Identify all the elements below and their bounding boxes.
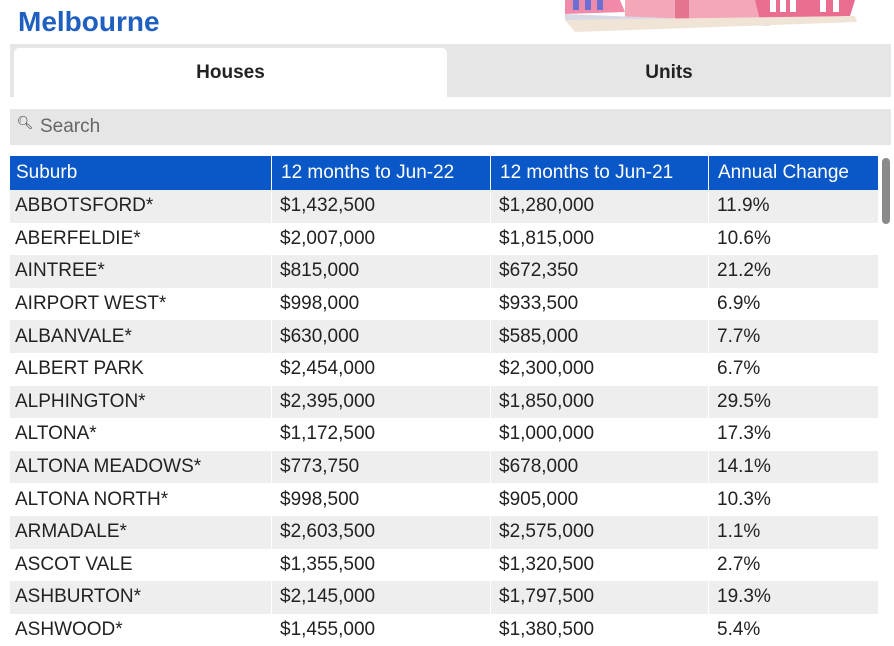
table-row: ABBOTSFORD* $1,432,500 $1,280,000 11.9% [10, 190, 879, 223]
price-jun22-cell: $2,454,000 [272, 352, 491, 386]
table-row: ASHWOOD* $1,455,000 $1,380,500 5.4% [10, 613, 879, 646]
price-jun21-cell: $1,380,500 [491, 613, 709, 646]
suburb-cell: ALPHINGTON* [10, 385, 272, 419]
annual-change-cell: 17.3% [709, 418, 879, 451]
suburb-cell: ABBOTSFORD* [10, 190, 272, 223]
table-row: ALPHINGTON* $2,395,000 $1,850,000 29.5% [10, 385, 879, 419]
price-jun22-cell: $1,455,000 [272, 613, 491, 646]
scrollbar-track[interactable] [880, 156, 891, 639]
annual-change-cell: 7.7% [709, 320, 879, 353]
price-jun21-cell: $678,000 [491, 450, 709, 484]
table-header-row: Suburb 12 months to Jun-22 12 months to … [10, 156, 879, 190]
price-jun22-cell: $2,145,000 [272, 581, 491, 614]
suburb-cell: ARMADALE* [10, 515, 272, 549]
table-row: AINTREE* $815,000 $672,350 21.2% [10, 255, 879, 288]
annual-change-cell: 19.3% [709, 581, 879, 614]
table-row: ALTONA* $1,172,500 $1,000,000 17.3% [10, 418, 879, 451]
suburb-cell: ALBERT PARK [10, 352, 272, 386]
price-jun22-cell: $2,007,000 [272, 222, 491, 256]
price-jun22-cell: $773,750 [272, 450, 491, 484]
price-jun21-cell: $1,797,500 [491, 581, 709, 614]
prices-table: Suburb 12 months to Jun-22 12 months to … [10, 156, 879, 646]
page-title: Melbourne [18, 6, 160, 37]
price-jun21-cell: $2,575,000 [491, 515, 709, 549]
column-header-jun21[interactable]: 12 months to Jun-21 [491, 156, 709, 190]
suburb-cell: ALTONA* [10, 418, 272, 451]
suburb-cell: ALBANVALE* [10, 320, 272, 353]
suburb-cell: ALTONA MEADOWS* [10, 450, 272, 484]
annual-change-cell: 14.1% [709, 450, 879, 484]
annual-change-cell: 29.5% [709, 385, 879, 419]
price-jun21-cell: $1,280,000 [491, 190, 709, 223]
suburb-cell: ABERFELDIE* [10, 222, 272, 256]
price-jun21-cell: $672,350 [491, 255, 709, 288]
annual-change-cell: 6.9% [709, 287, 879, 321]
price-jun22-cell: $1,432,500 [272, 190, 491, 223]
table-row: ABERFELDIE* $2,007,000 $1,815,000 10.6% [10, 222, 879, 256]
table-row: ASHBURTON* $2,145,000 $1,797,500 19.3% [10, 581, 879, 614]
table-row: ASCOT VALE $1,355,500 $1,320,500 2.7% [10, 548, 879, 582]
table-row: ALTONA MEADOWS* $773,750 $678,000 14.1% [10, 450, 879, 484]
annual-change-cell: 2.7% [709, 548, 879, 582]
suburb-cell: ASHBURTON* [10, 581, 272, 614]
annual-change-cell: 10.3% [709, 483, 879, 516]
price-jun22-cell: $815,000 [272, 255, 491, 288]
column-header-suburb[interactable]: Suburb [10, 156, 272, 190]
suburb-cell: ASHWOOD* [10, 613, 272, 646]
price-jun21-cell: $2,300,000 [491, 352, 709, 386]
price-jun22-cell: $1,172,500 [272, 418, 491, 451]
suburb-cell: AIRPORT WEST* [10, 287, 272, 321]
table-row: ALTONA NORTH* $998,500 $905,000 10.3% [10, 483, 879, 516]
price-jun22-cell: $998,500 [272, 483, 491, 516]
annual-change-cell: 1.1% [709, 515, 879, 549]
annual-change-cell: 21.2% [709, 255, 879, 288]
scrollbar-thumb[interactable] [882, 158, 890, 224]
search-icon: 🔍︎ [16, 115, 34, 130]
houses-illustration [565, 0, 857, 32]
price-jun22-cell: $1,355,500 [272, 548, 491, 582]
annual-change-cell: 5.4% [709, 613, 879, 646]
table-row: ARMADALE* $2,603,500 $2,575,000 1.1% [10, 515, 879, 549]
table-row: ALBERT PARK $2,454,000 $2,300,000 6.7% [10, 352, 879, 386]
price-jun21-cell: $1,000,000 [491, 418, 709, 451]
suburb-cell: AINTREE* [10, 255, 272, 288]
annual-change-cell: 6.7% [709, 352, 879, 386]
tab-houses[interactable]: Houses [14, 48, 447, 97]
table-body: ABBOTSFORD* $1,432,500 $1,280,000 11.9% ABER… [10, 190, 879, 646]
price-jun21-cell: $905,000 [491, 483, 709, 516]
column-header-jun22[interactable]: 12 months to Jun-22 [272, 156, 491, 190]
search-input[interactable] [40, 116, 860, 138]
column-header-annual-change[interactable]: Annual Change [709, 156, 879, 190]
price-jun21-cell: $1,320,500 [491, 548, 709, 582]
search-bar: 🔍︎ [10, 109, 891, 145]
annual-change-cell: 11.9% [709, 190, 879, 223]
suburb-cell: ALTONA NORTH* [10, 483, 272, 516]
price-jun22-cell: $2,603,500 [272, 515, 491, 549]
price-jun22-cell: $998,000 [272, 287, 491, 321]
tab-bar: Houses Units [10, 44, 891, 97]
price-jun22-cell: $2,395,000 [272, 385, 491, 419]
table-row: AIRPORT WEST* $998,000 $933,500 6.9% [10, 287, 879, 321]
price-jun21-cell: $1,850,000 [491, 385, 709, 419]
tab-units[interactable]: Units [645, 61, 693, 83]
table-row: ALBANVALE* $630,000 $585,000 7.7% [10, 320, 879, 353]
price-jun21-cell: $585,000 [491, 320, 709, 353]
price-jun21-cell: $1,815,000 [491, 222, 709, 256]
annual-change-cell: 10.6% [709, 222, 879, 256]
price-jun22-cell: $630,000 [272, 320, 491, 353]
suburb-cell: ASCOT VALE [10, 548, 272, 582]
price-jun21-cell: $933,500 [491, 287, 709, 321]
